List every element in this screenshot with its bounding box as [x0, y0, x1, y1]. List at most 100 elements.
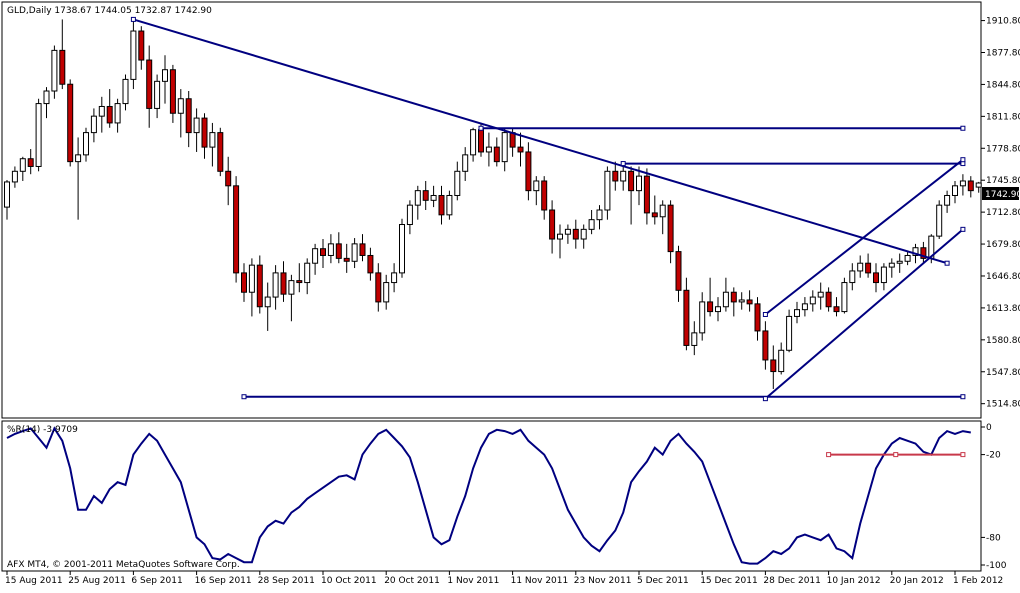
trendline-anchor: [130, 16, 136, 22]
candle-body: [580, 228, 587, 240]
candle-body: [351, 243, 358, 262]
price-panel-frame: [1, 1, 982, 419]
candle-body: [944, 194, 951, 206]
candle: [241, 263, 247, 302]
candle: [699, 292, 706, 341]
candle-body: [312, 248, 319, 264]
candle-body: [833, 306, 840, 313]
candle: [367, 247, 374, 281]
candle: [849, 263, 856, 291]
candle-body: [628, 170, 635, 192]
candle: [770, 345, 777, 389]
candle: [391, 263, 398, 293]
candle-body: [667, 204, 674, 253]
candle: [809, 290, 816, 312]
time-tick-label: 25 Aug 2011: [68, 576, 126, 586]
candle: [944, 190, 951, 213]
candle: [865, 253, 872, 278]
rsi-series-line: [6, 426, 971, 565]
candle-body: [122, 78, 129, 105]
time-tick-label: 1 Nov 2011: [447, 576, 499, 586]
candle-body: [162, 69, 168, 82]
price-tick-label: 1844.80: [986, 80, 1020, 90]
candle: [880, 263, 887, 291]
candle-body: [952, 185, 958, 196]
candle-body: [959, 180, 966, 187]
candle-body: [501, 132, 508, 163]
candle-body: [209, 132, 216, 148]
candle-body: [738, 299, 745, 303]
copyright-text: AFX MT4, © 2001-2011 MetaQuotes Software…: [7, 560, 240, 570]
candle: [209, 122, 216, 167]
candle: [225, 156, 232, 206]
price-tick-label: 1778.80: [986, 144, 1020, 154]
candle: [296, 263, 303, 293]
time-tick-label: 20 Jan 2012: [890, 576, 944, 586]
candle-body: [154, 80, 161, 109]
candle-body: [857, 262, 864, 272]
candle: [233, 176, 240, 283]
candle-body: [288, 280, 295, 295]
candle: [193, 108, 200, 152]
candle-body: [549, 209, 556, 240]
candle-body: [75, 154, 82, 163]
candle: [643, 168, 650, 225]
candle-body: [683, 289, 690, 346]
candle: [272, 265, 279, 310]
candle-body: [643, 175, 650, 214]
candle: [446, 190, 453, 220]
candle-body: [557, 233, 563, 240]
candle-body: [4, 181, 10, 208]
candle: [399, 218, 405, 278]
candle: [114, 98, 121, 133]
candle-body: [754, 303, 761, 332]
candle: [43, 87, 50, 119]
candle: [383, 274, 390, 310]
candle: [335, 232, 342, 264]
candle-body: [90, 115, 97, 134]
trendline-anchor: [960, 226, 966, 232]
candle-body: [177, 98, 184, 114]
time-tick-label: 11 Nov 2011: [511, 576, 569, 586]
candle: [11, 166, 18, 188]
candle: [359, 234, 366, 262]
candle: [67, 79, 74, 167]
price-tick-label: 1910.80: [986, 17, 1020, 27]
candle: [27, 149, 34, 175]
candle-body: [248, 264, 255, 293]
candle: [801, 297, 808, 317]
candle-body: [541, 180, 548, 211]
candle: [691, 321, 698, 356]
candle: [90, 108, 97, 143]
candle: [936, 200, 943, 240]
candle-body: [169, 69, 176, 114]
candle: [722, 277, 729, 312]
candle: [825, 287, 832, 312]
candle: [327, 234, 334, 264]
level-line-anchor: [893, 452, 899, 458]
candle-body: [636, 175, 642, 192]
candle: [162, 55, 168, 104]
candle-body: [272, 272, 279, 298]
candle: [604, 166, 611, 220]
candle-body: [691, 332, 698, 346]
candle: [485, 132, 492, 167]
candle-body: [185, 98, 192, 134]
candle: [146, 45, 153, 128]
candle: [501, 127, 508, 172]
rsi-axis: 0 -20 -80 -100: [981, 423, 1007, 571]
trendline-anchor: [960, 394, 966, 400]
candle: [414, 185, 421, 220]
candle-body: [304, 262, 311, 284]
candle: [888, 258, 895, 278]
price-tick-label: 1646.80: [986, 272, 1020, 282]
candle: [19, 156, 26, 181]
candle: [138, 26, 145, 70]
candle-body: [51, 49, 58, 92]
candle: [817, 282, 824, 310]
candle-body: [620, 170, 627, 182]
candle-body: [430, 194, 437, 201]
candle: [794, 301, 800, 324]
candle-body: [35, 103, 42, 167]
